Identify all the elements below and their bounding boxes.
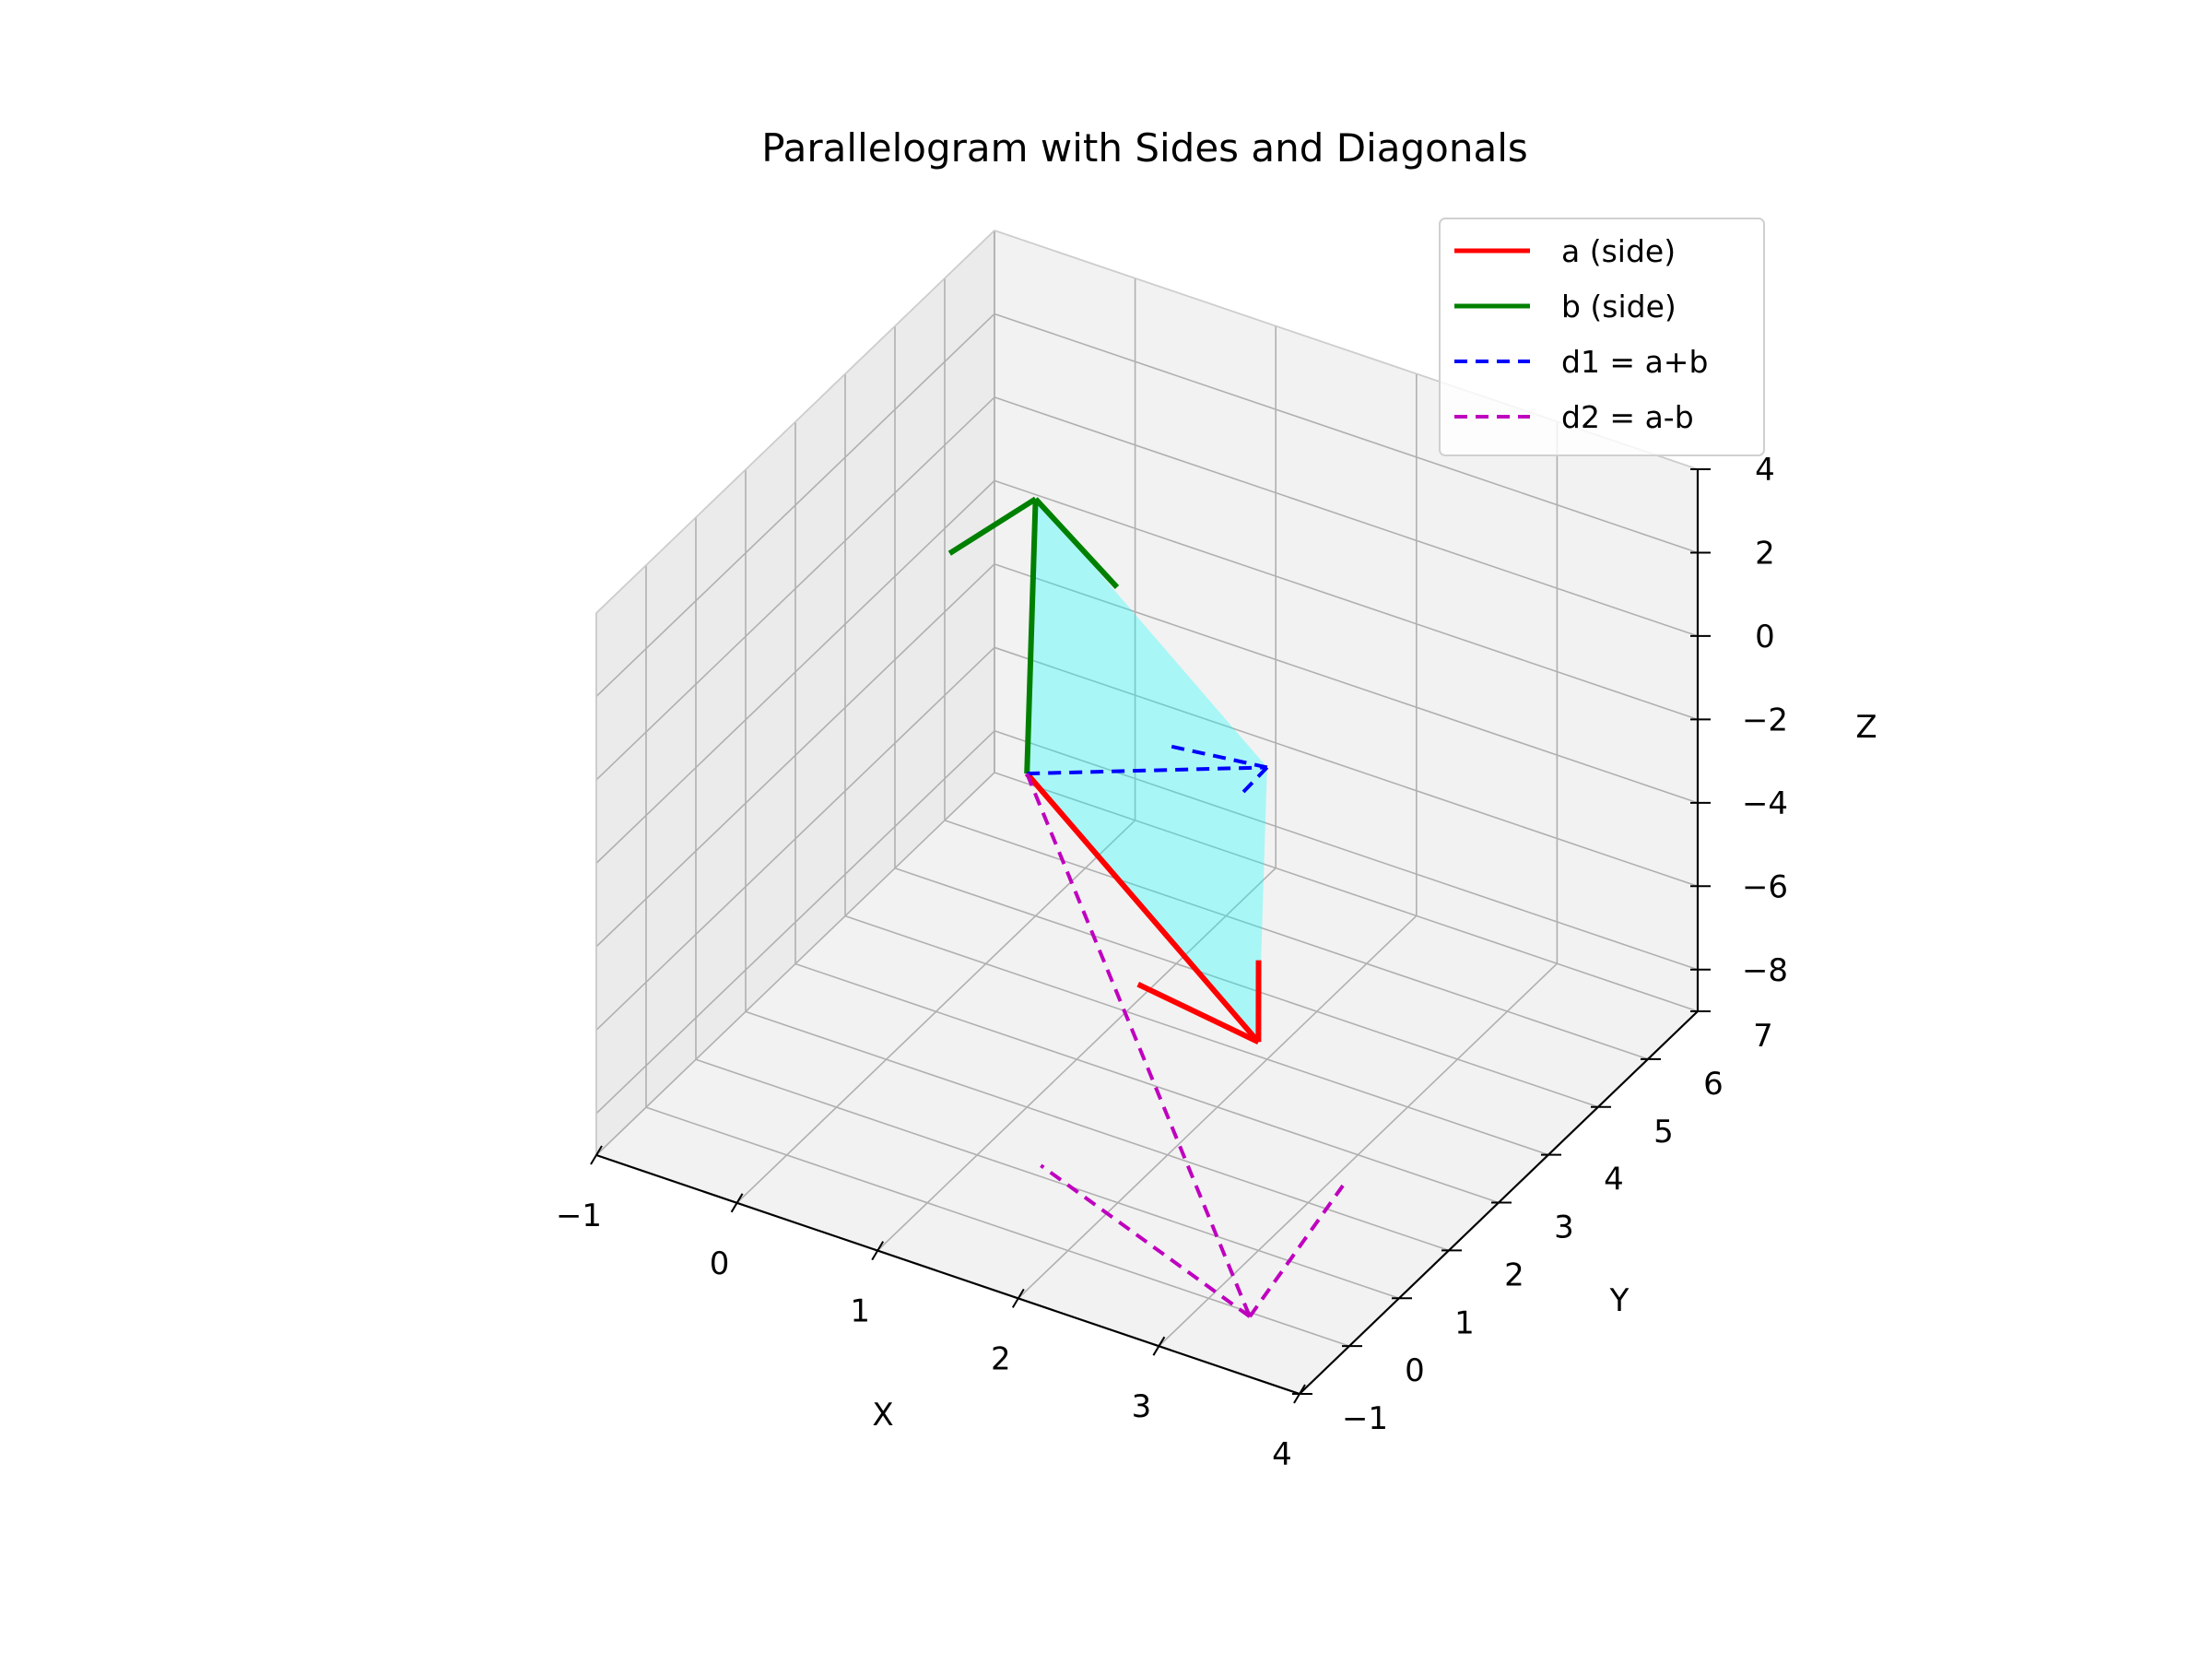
y-tick-label: 3 [1554,1210,1574,1246]
chart-title: Parallelogram with Sides and Diagonals [761,125,1528,171]
z-tick-label: −4 [1742,785,1788,822]
x-tick-label: 0 [710,1245,730,1282]
y-tick-label: 1 [1454,1304,1475,1341]
z-tick-label: 0 [1755,619,1775,655]
x-axis-label: X [872,1397,893,1434]
y-tick-label: 7 [1753,1018,1773,1055]
legend-label-a-side: a (side) [1561,233,1676,269]
z-tick-label: −8 [1742,952,1788,989]
x-tick-label: 2 [991,1340,1011,1377]
y-tick-label: 6 [1703,1066,1724,1103]
x-tick-label: 4 [1272,1436,1292,1473]
y-tick-label: 0 [1405,1352,1425,1389]
y-tick-label: −1 [1342,1400,1388,1437]
y-tick-label: 4 [1604,1162,1624,1198]
x-tick-label: 3 [1132,1388,1152,1425]
legend-label-b-side: b (side) [1561,289,1677,325]
y-tick-label: 2 [1504,1257,1524,1293]
z-tick-label: −2 [1742,702,1788,738]
x-tick-label: −1 [556,1198,602,1234]
x-tick-label: 1 [850,1293,870,1330]
z-axis-label: Z [1855,709,1877,746]
z-tick-label: −6 [1742,868,1788,905]
z-tick-label: 4 [1755,452,1775,489]
legend-label-d2-a-b: d2 = a-b [1561,399,1694,435]
legend-label-d1-a-b: d1 = a+b [1561,344,1708,380]
legend: a (side) b (side) d1 = a+b d2 = a-b [1440,218,1764,455]
y-tick-label: 5 [1653,1114,1674,1151]
y-axis-label: Y [1609,1282,1630,1319]
z-tick-label: 2 [1755,535,1775,572]
